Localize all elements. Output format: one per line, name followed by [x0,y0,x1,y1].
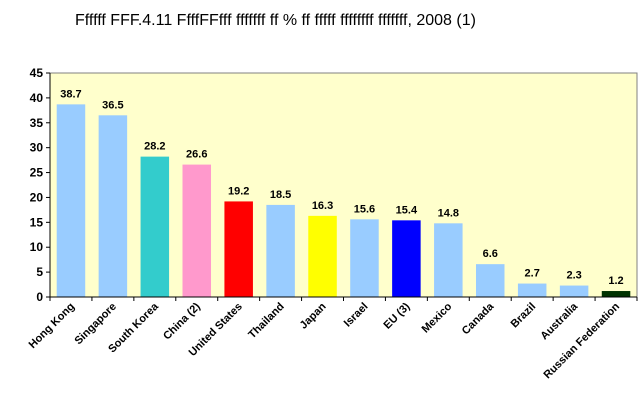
plot-background [49,72,638,298]
bar-japan [308,215,337,297]
data-label: 28.2 [144,141,165,153]
bar-thailand [266,204,295,297]
bar-australia [559,285,589,297]
bars-group [56,104,631,297]
y-tick-label: 0 [36,290,43,304]
data-label: 1.2 [608,275,623,287]
y-tick-label: 30 [30,141,44,155]
data-label: 38.7 [60,88,81,100]
data-label: 2.3 [566,270,581,282]
bar-united-states [224,201,253,297]
data-labels-group: 38.7 36.5 28.2 26.6 19.2 18.5 16.3 15.6 15.4 14.8… [60,88,623,287]
y-axis: 0 5 10 15 20 25 30 35 40 45 [30,66,51,304]
bar-canada [475,264,505,297]
bar-south-korea [140,156,170,297]
y-tick-label: 40 [30,91,44,105]
bar-hong-kong [56,104,86,297]
bar-israel [350,219,379,297]
x-tick-label: Thailand [246,301,286,341]
bar-singapore [98,115,128,297]
x-tick-label: China (2) [161,300,203,342]
x-tick-label: Canada [460,300,497,337]
data-label: 2.7 [525,268,540,280]
y-tick-label: 15 [30,215,44,229]
x-tick-label: Hong Kong [27,301,77,351]
x-tick-label: Russian Federation [541,300,622,381]
data-label: 15.6 [354,203,375,215]
x-tick-label: Australia [538,300,580,342]
data-label: 16.3 [312,200,333,212]
x-tick-label: Japan [298,300,329,331]
y-tick-label: 20 [30,190,44,204]
x-tick-label: Mexico [420,300,455,335]
bar-brazil [517,283,547,297]
x-tick-label: Israel [342,301,371,330]
bar-mexico [434,223,463,297]
y-tick-label: 10 [30,240,44,254]
x-tick-label: Brazil [509,301,539,331]
data-label: 19.2 [228,185,249,197]
data-label: 36.5 [102,99,123,111]
y-tick-label: 35 [30,116,44,130]
y-tick-label: 45 [30,66,44,80]
bar-china-2 [182,164,212,297]
bar-eu-3 [392,220,421,297]
chart-title: Ffffff FFF.4.11 FfffFFfff fffffff ff % f… [75,12,476,29]
data-label: 18.5 [270,189,291,201]
data-label: 14.8 [438,207,459,219]
x-tick-label: EU (3) [382,300,413,331]
y-tick-label: 5 [36,265,43,279]
y-tick-label: 25 [30,166,44,180]
data-label: 6.6 [483,248,498,260]
data-label: 26.6 [186,149,207,161]
bar-russian-federation [601,291,631,297]
data-label: 15.4 [396,204,418,216]
